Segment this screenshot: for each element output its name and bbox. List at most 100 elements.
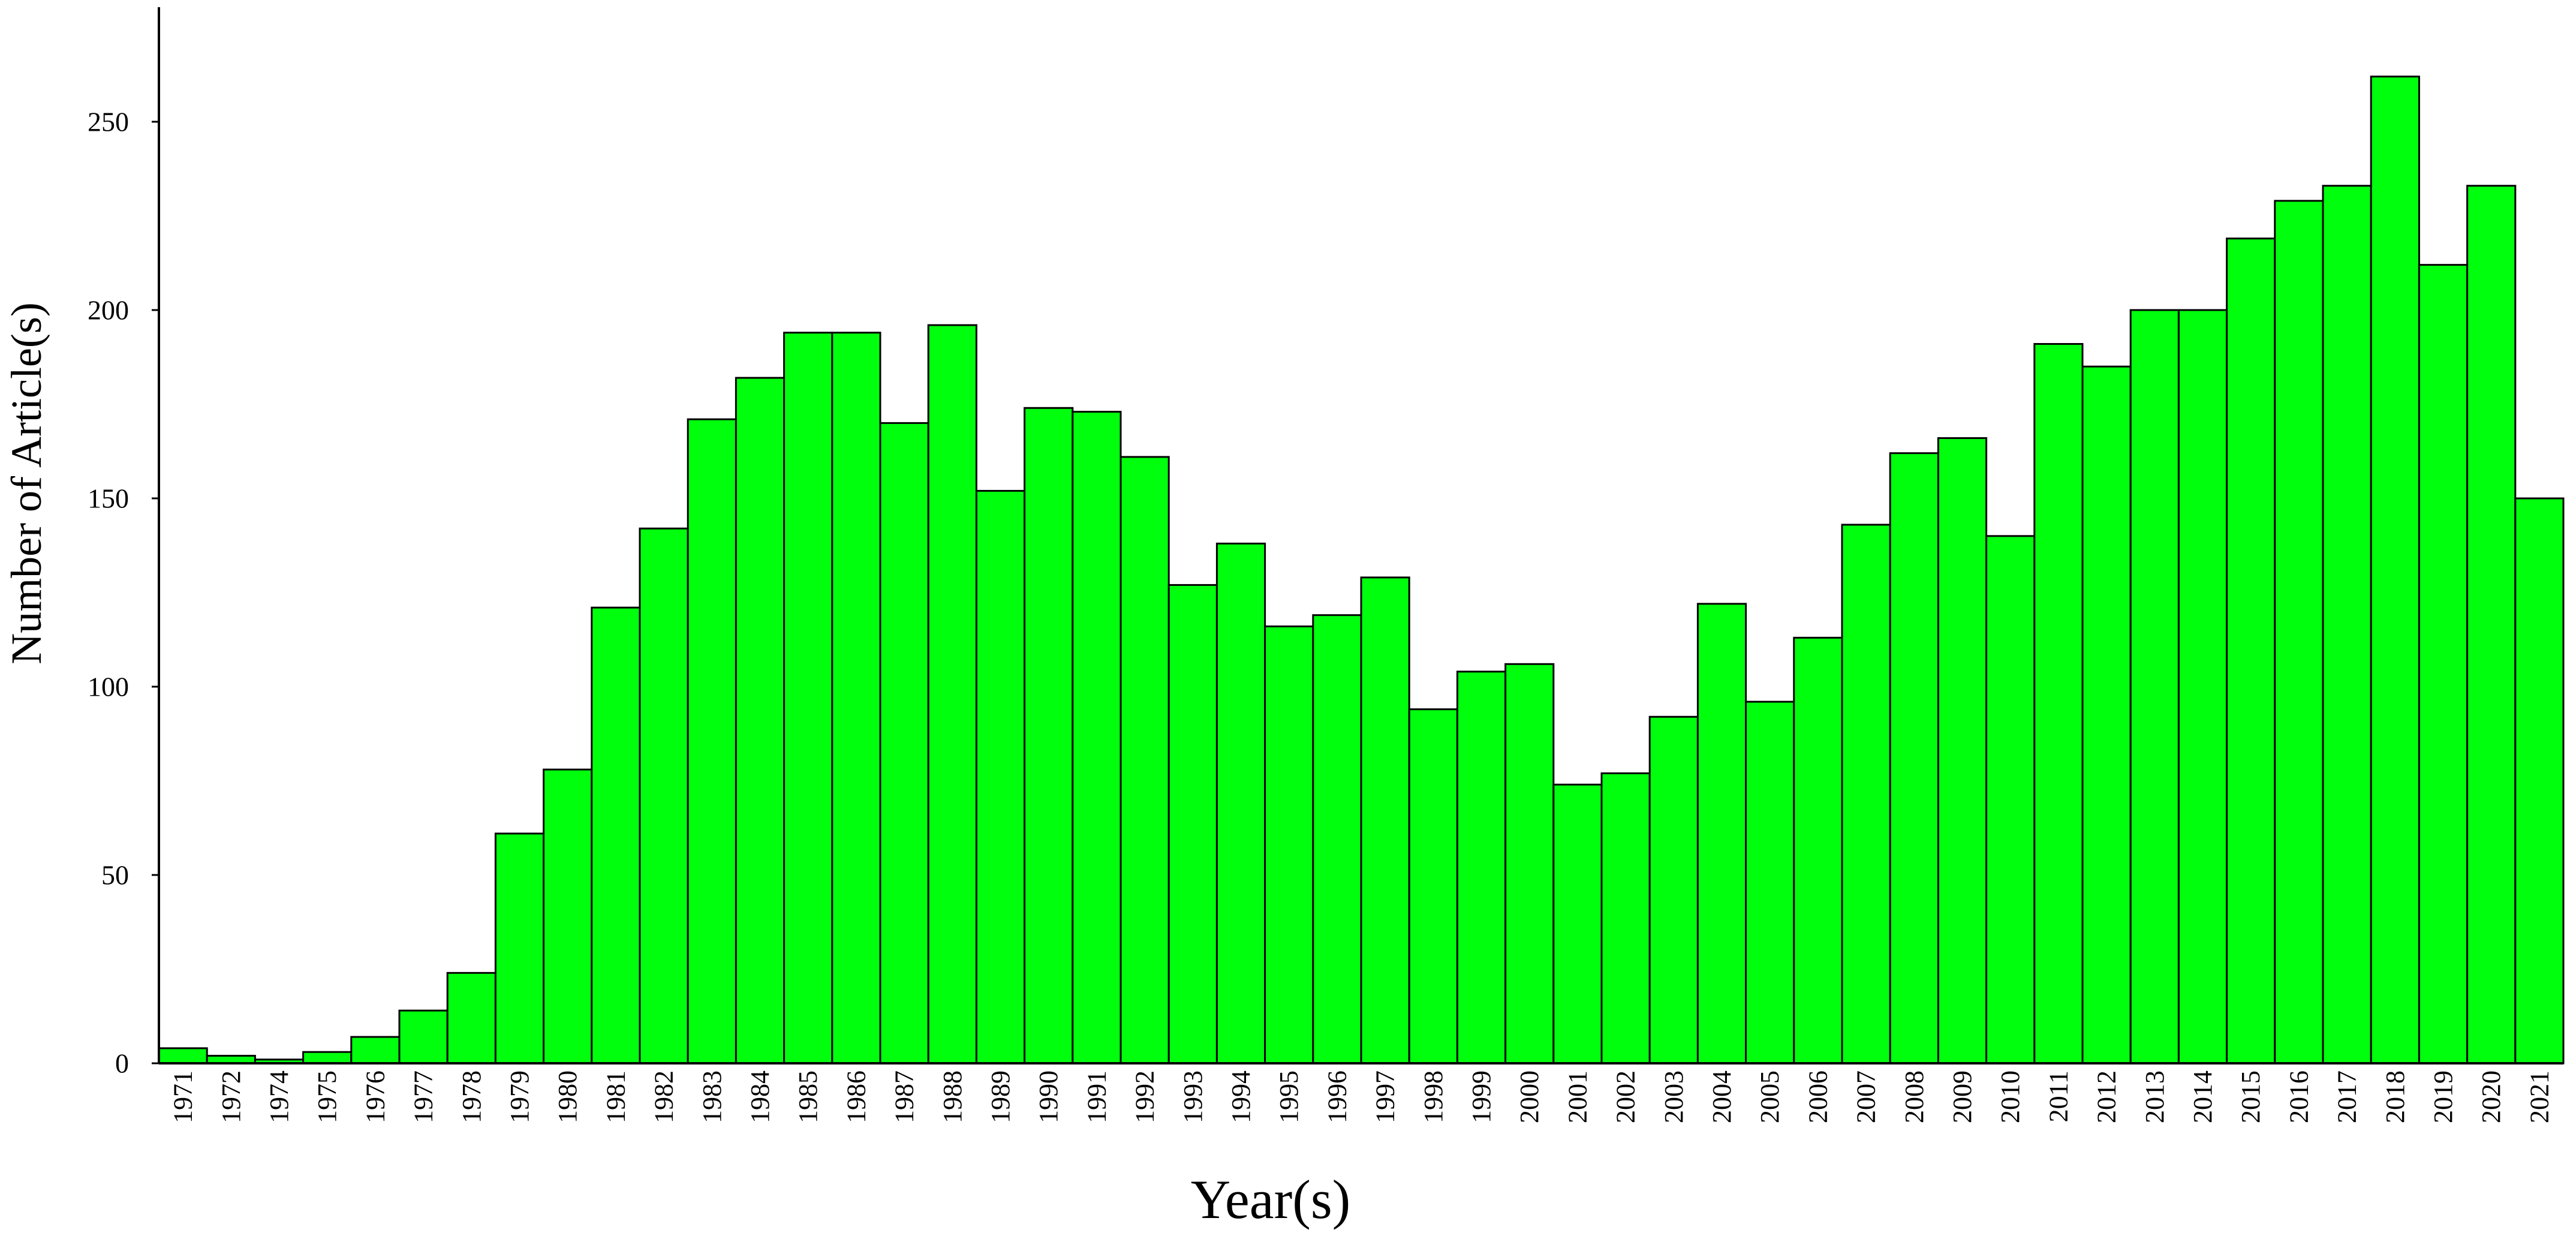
x-tick-label-1985: 1985 <box>793 1070 823 1123</box>
bar-1971 <box>158 1047 208 1064</box>
x-tick-label-1993: 1993 <box>1178 1070 1208 1123</box>
bar-1994 <box>1215 542 1266 1064</box>
x-tick-label-1976: 1976 <box>360 1070 390 1123</box>
bar-2002 <box>1600 772 1651 1064</box>
bar-2017 <box>2322 185 2372 1064</box>
x-tick-label-2004: 2004 <box>1707 1070 1737 1123</box>
x-tick-label-1994: 1994 <box>1226 1070 1256 1123</box>
bar-1990 <box>1024 407 1074 1064</box>
x-tick-label-1989: 1989 <box>986 1070 1015 1123</box>
x-tick-label-2017: 2017 <box>2333 1070 2362 1123</box>
x-tick-label-2007: 2007 <box>1852 1070 1881 1123</box>
x-tick-label-2015: 2015 <box>2236 1070 2265 1123</box>
bar-2001 <box>1552 783 1603 1064</box>
y-tick-label-50: 50 <box>101 860 129 891</box>
x-tick-label-2008: 2008 <box>1900 1070 1929 1123</box>
bar-2005 <box>1745 700 1795 1064</box>
y-tick-label-150: 150 <box>88 483 129 514</box>
x-tick-label-2013: 2013 <box>2140 1070 2169 1123</box>
x-tick-label-1990: 1990 <box>1034 1070 1063 1123</box>
x-tick-label-2011: 2011 <box>2044 1070 2073 1122</box>
bar-1986 <box>831 332 881 1064</box>
x-tick-label-1997: 1997 <box>1371 1070 1400 1123</box>
x-tick-label-2001: 2001 <box>1563 1070 1592 1123</box>
x-tick-label-2009: 2009 <box>1948 1070 1977 1123</box>
bar-1980 <box>543 768 593 1064</box>
x-tick-label-1971: 1971 <box>168 1070 198 1123</box>
bar-1985 <box>783 332 833 1064</box>
y-tick-label-250: 250 <box>88 107 129 137</box>
bar-2014 <box>2177 309 2228 1064</box>
x-tick-label-2014: 2014 <box>2188 1070 2217 1123</box>
x-axis-title: Year(s) <box>1191 1169 1351 1230</box>
x-axis: 1971 1972 1974 1975 1976 1977 1978 1979 1980 1981… <box>159 1062 2563 1123</box>
y-tick-label-0: 0 <box>115 1048 129 1079</box>
x-tick-label-1981: 1981 <box>601 1070 630 1123</box>
bar-2003 <box>1648 715 1699 1064</box>
x-tick-label-2018: 2018 <box>2381 1070 2410 1123</box>
x-tick-label-1982: 1982 <box>649 1070 679 1123</box>
bar-1988 <box>927 324 977 1064</box>
x-tick-label-2016: 2016 <box>2284 1070 2313 1123</box>
bar-1997 <box>1360 576 1410 1064</box>
bar-1983 <box>687 418 737 1064</box>
bar-2016 <box>2274 200 2324 1064</box>
bar-1981 <box>591 606 641 1064</box>
bar-2011 <box>2033 343 2084 1064</box>
bar-2004 <box>1696 603 1747 1064</box>
bar-1975 <box>302 1051 353 1064</box>
x-tick-label-1979: 1979 <box>505 1070 534 1123</box>
y-tick-label-100: 100 <box>88 672 129 702</box>
x-tick-label-1998: 1998 <box>1419 1070 1448 1123</box>
x-tick-label-1984: 1984 <box>745 1070 775 1123</box>
bar-1991 <box>1072 411 1122 1064</box>
bar-2007 <box>1841 524 1891 1064</box>
bars-group <box>158 76 2565 1064</box>
y-axis-title: Number of Article(s) <box>2 302 50 664</box>
bar-2018 <box>2370 76 2420 1064</box>
bar-1979 <box>494 832 545 1064</box>
x-tick-label-1977: 1977 <box>409 1070 438 1123</box>
bar-1978 <box>446 972 496 1064</box>
x-tick-label-2006: 2006 <box>1803 1070 1832 1123</box>
x-tick-label-2003: 2003 <box>1659 1070 1689 1123</box>
x-tick-label-1999: 1999 <box>1467 1070 1496 1123</box>
x-tick-label-1996: 1996 <box>1322 1070 1352 1123</box>
x-tick-label-2021: 2021 <box>2524 1070 2554 1123</box>
x-tick-label-1974: 1974 <box>264 1070 294 1123</box>
bar-1977 <box>398 1009 449 1064</box>
bar-1976 <box>350 1036 401 1064</box>
x-tick-label-1983: 1983 <box>697 1070 727 1123</box>
x-tick-label-2002: 2002 <box>1611 1070 1641 1123</box>
bar-1982 <box>639 527 689 1064</box>
x-tick-label-2019: 2019 <box>2428 1070 2458 1123</box>
x-tick-label-1995: 1995 <box>1274 1070 1304 1123</box>
bar-1992 <box>1120 456 1170 1064</box>
bar-2010 <box>1985 535 2036 1064</box>
bar-2012 <box>2081 365 2132 1064</box>
bar-2006 <box>1793 636 1843 1064</box>
x-tick-label-1988: 1988 <box>938 1070 967 1123</box>
x-tick-label-1975: 1975 <box>312 1070 342 1123</box>
x-tick-label-2012: 2012 <box>2092 1070 2121 1123</box>
bar-2015 <box>2226 237 2276 1064</box>
x-tick-label-1987: 1987 <box>890 1070 919 1123</box>
bar-1999 <box>1456 670 1507 1064</box>
bar-1987 <box>879 422 929 1064</box>
x-tick-label-2010: 2010 <box>1996 1070 2025 1123</box>
bar-2009 <box>1937 437 1988 1064</box>
x-tick-label-1992: 1992 <box>1130 1070 1160 1123</box>
bar-1989 <box>975 489 1026 1064</box>
y-axis: 0 50 100 150 200 250 <box>88 7 160 1079</box>
bar-1995 <box>1264 625 1314 1064</box>
bar-2020 <box>2466 185 2517 1064</box>
bar-1984 <box>735 377 786 1064</box>
x-tick-label-2005: 2005 <box>1755 1070 1784 1123</box>
x-tick-label-1978: 1978 <box>457 1070 486 1123</box>
x-tick-label-1986: 1986 <box>841 1070 871 1123</box>
bar-1998 <box>1408 708 1458 1064</box>
bar-2013 <box>2129 309 2180 1064</box>
x-tick-label-2020: 2020 <box>2476 1070 2506 1123</box>
